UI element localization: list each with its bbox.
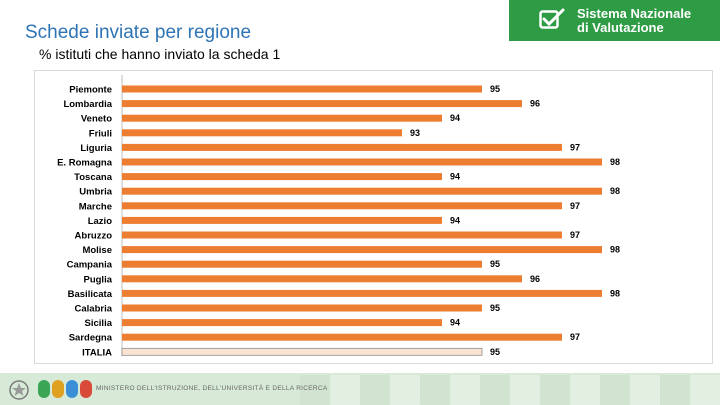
- value-label: 94: [450, 113, 460, 123]
- value-label: 98: [610, 288, 620, 298]
- category-label: Liguria: [80, 143, 112, 154]
- category-label: Friuli: [89, 128, 112, 139]
- bar: [121, 347, 483, 356]
- value-label: 98: [610, 245, 620, 255]
- value-label: 97: [570, 230, 580, 240]
- bar: [122, 187, 602, 195]
- category-label: Sardegna: [69, 333, 113, 344]
- category-label: Veneto: [81, 114, 112, 125]
- page-subtitle: % istituti che hanno inviato la scheda 1: [39, 46, 281, 62]
- bar: [122, 158, 602, 166]
- bar: [122, 100, 522, 108]
- category-label: Sicilia: [85, 318, 113, 329]
- category-label: Abruzzo: [75, 231, 113, 242]
- miur-logo: [38, 380, 92, 400]
- value-label: 94: [450, 215, 460, 225]
- bar: [122, 173, 442, 181]
- logo-text-line2: di Valutazione: [577, 20, 664, 35]
- ministry-text: MINISTERO DELL'ISTRUZIONE, DELL'UNIVERSI…: [96, 385, 328, 392]
- category-label: Puglia: [83, 274, 112, 285]
- logo-text-line1: Sistema Nazionale: [577, 6, 692, 21]
- category-label: Lombardia: [63, 99, 112, 110]
- bar: [122, 143, 562, 151]
- value-label: 98: [610, 186, 620, 196]
- category-label: Molise: [82, 245, 112, 256]
- bar: [122, 289, 602, 297]
- snv-logo: Sistema Nazionale di Valutazione: [509, 0, 720, 41]
- bar: [122, 114, 442, 122]
- category-label: Campania: [67, 260, 113, 271]
- value-label: 95: [490, 347, 500, 357]
- bar: [122, 246, 602, 254]
- bar: [122, 85, 482, 93]
- value-label: 94: [450, 318, 460, 328]
- category-label: Lazio: [88, 216, 112, 227]
- bar: [122, 275, 522, 283]
- italian-republic-emblem-icon: [9, 380, 29, 400]
- page-title: Schede inviate per regione: [25, 22, 252, 43]
- bar: [122, 231, 562, 239]
- value-label: 97: [570, 332, 580, 342]
- value-label: 96: [530, 274, 540, 284]
- chart-frame: Piemonte 95 Lombardia 96 Veneto 94 Friuli 93 Lig…: [34, 70, 713, 364]
- category-label: Marche: [79, 201, 112, 212]
- value-label: 97: [570, 142, 580, 152]
- category-label: Calabria: [75, 304, 113, 315]
- value-label: 93: [410, 128, 420, 138]
- value-label: 96: [530, 99, 540, 109]
- category-label: Toscana: [74, 172, 113, 183]
- bar: [122, 304, 482, 312]
- check-box-icon: [539, 8, 565, 29]
- category-label: Basilicata: [68, 289, 113, 300]
- value-label: 95: [490, 84, 500, 94]
- bar: [122, 319, 442, 327]
- footer-decorative-strip: [300, 375, 720, 405]
- value-label: 97: [570, 201, 580, 211]
- value-label: 94: [450, 172, 460, 182]
- category-label: E. Romagna: [57, 158, 113, 169]
- value-label: 95: [490, 303, 500, 313]
- value-label: 95: [490, 259, 500, 269]
- category-label: Umbria: [79, 187, 112, 198]
- category-label: ITALIA: [82, 347, 112, 358]
- bar: [122, 216, 442, 224]
- value-label: 98: [610, 157, 620, 167]
- bar: [122, 333, 562, 341]
- category-label: Piemonte: [69, 85, 112, 96]
- bar-chart: Piemonte 95 Lombardia 96 Veneto 94 Friuli 93 Lig…: [57, 75, 620, 358]
- footer-bar: MINISTERO DELL'ISTRUZIONE, DELL'UNIVERSI…: [0, 373, 720, 405]
- bar: [122, 129, 402, 137]
- bar: [122, 202, 562, 210]
- bar: [122, 260, 482, 268]
